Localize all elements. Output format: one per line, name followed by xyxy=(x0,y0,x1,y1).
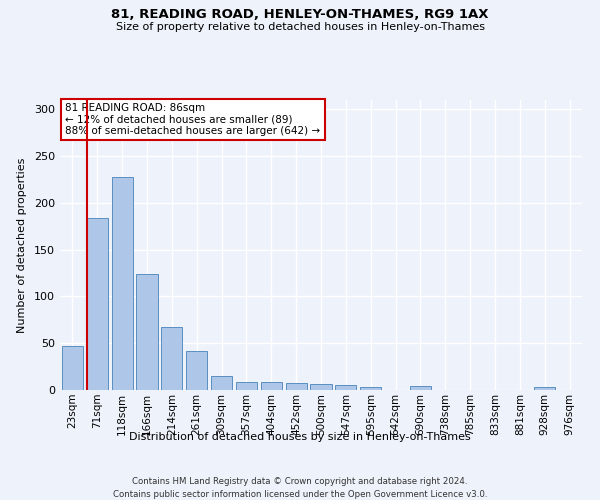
Bar xyxy=(286,384,307,390)
Bar xyxy=(87,218,108,390)
Text: Contains HM Land Registry data © Crown copyright and database right 2024.: Contains HM Land Registry data © Crown c… xyxy=(132,478,468,486)
Bar xyxy=(112,176,133,390)
Text: 81 READING ROAD: 86sqm
← 12% of detached houses are smaller (89)
88% of semi-det: 81 READING ROAD: 86sqm ← 12% of detached… xyxy=(65,103,320,136)
Bar xyxy=(62,346,83,390)
Bar xyxy=(211,376,232,390)
Bar xyxy=(410,386,431,390)
Bar xyxy=(236,382,257,390)
Text: 81, READING ROAD, HENLEY-ON-THAMES, RG9 1AX: 81, READING ROAD, HENLEY-ON-THAMES, RG9 … xyxy=(111,8,489,20)
Bar xyxy=(186,350,207,390)
Bar xyxy=(136,274,158,390)
Bar xyxy=(261,382,282,390)
Bar xyxy=(335,386,356,390)
Bar xyxy=(360,387,381,390)
Bar xyxy=(534,387,555,390)
Bar xyxy=(161,328,182,390)
Y-axis label: Number of detached properties: Number of detached properties xyxy=(17,158,27,332)
Text: Size of property relative to detached houses in Henley-on-Thames: Size of property relative to detached ho… xyxy=(115,22,485,32)
Text: Contains public sector information licensed under the Open Government Licence v3: Contains public sector information licen… xyxy=(113,490,487,499)
Bar xyxy=(310,384,332,390)
Text: Distribution of detached houses by size in Henley-on-Thames: Distribution of detached houses by size … xyxy=(129,432,471,442)
